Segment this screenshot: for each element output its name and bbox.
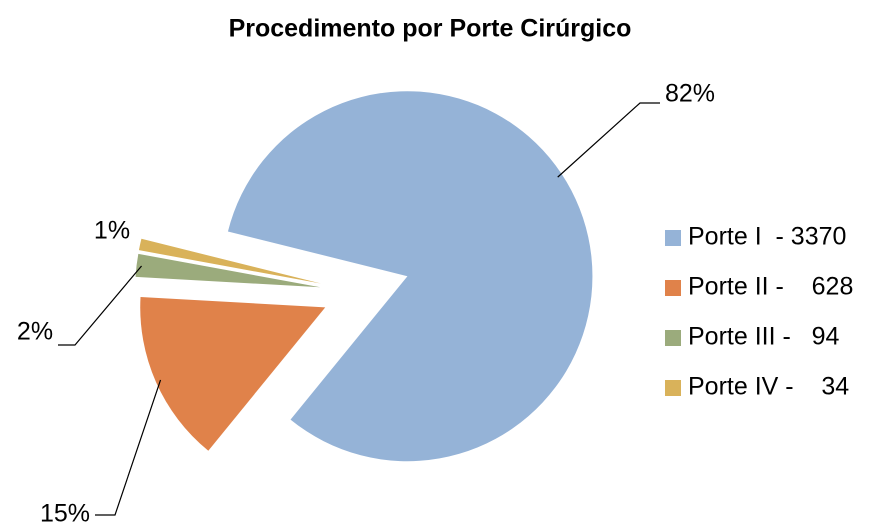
leader-line — [95, 379, 162, 516]
legend-swatch — [665, 330, 681, 346]
pie-slice — [227, 91, 593, 462]
legend-label: Porte I - 3370 — [688, 223, 846, 251]
legend-swatch — [665, 280, 681, 296]
data-label: 2% — [17, 318, 53, 346]
data-label: 82% — [665, 80, 715, 108]
data-label: 15% — [40, 500, 90, 528]
leader-line — [58, 265, 143, 346]
pie-slice — [140, 297, 326, 451]
legend-swatch — [665, 230, 681, 246]
pie-slice — [138, 238, 321, 284]
chart-title: Procedimento por Porte Cirúrgico — [229, 15, 632, 43]
legend-label: Porte II - 628 — [688, 273, 853, 301]
legend-label: Porte IV - 34 — [688, 373, 849, 401]
leader-line — [557, 102, 660, 178]
pie-slice — [135, 253, 321, 288]
legend-swatch — [665, 380, 681, 396]
legend-label: Porte III - 94 — [688, 323, 840, 351]
data-label: 1% — [94, 217, 130, 245]
